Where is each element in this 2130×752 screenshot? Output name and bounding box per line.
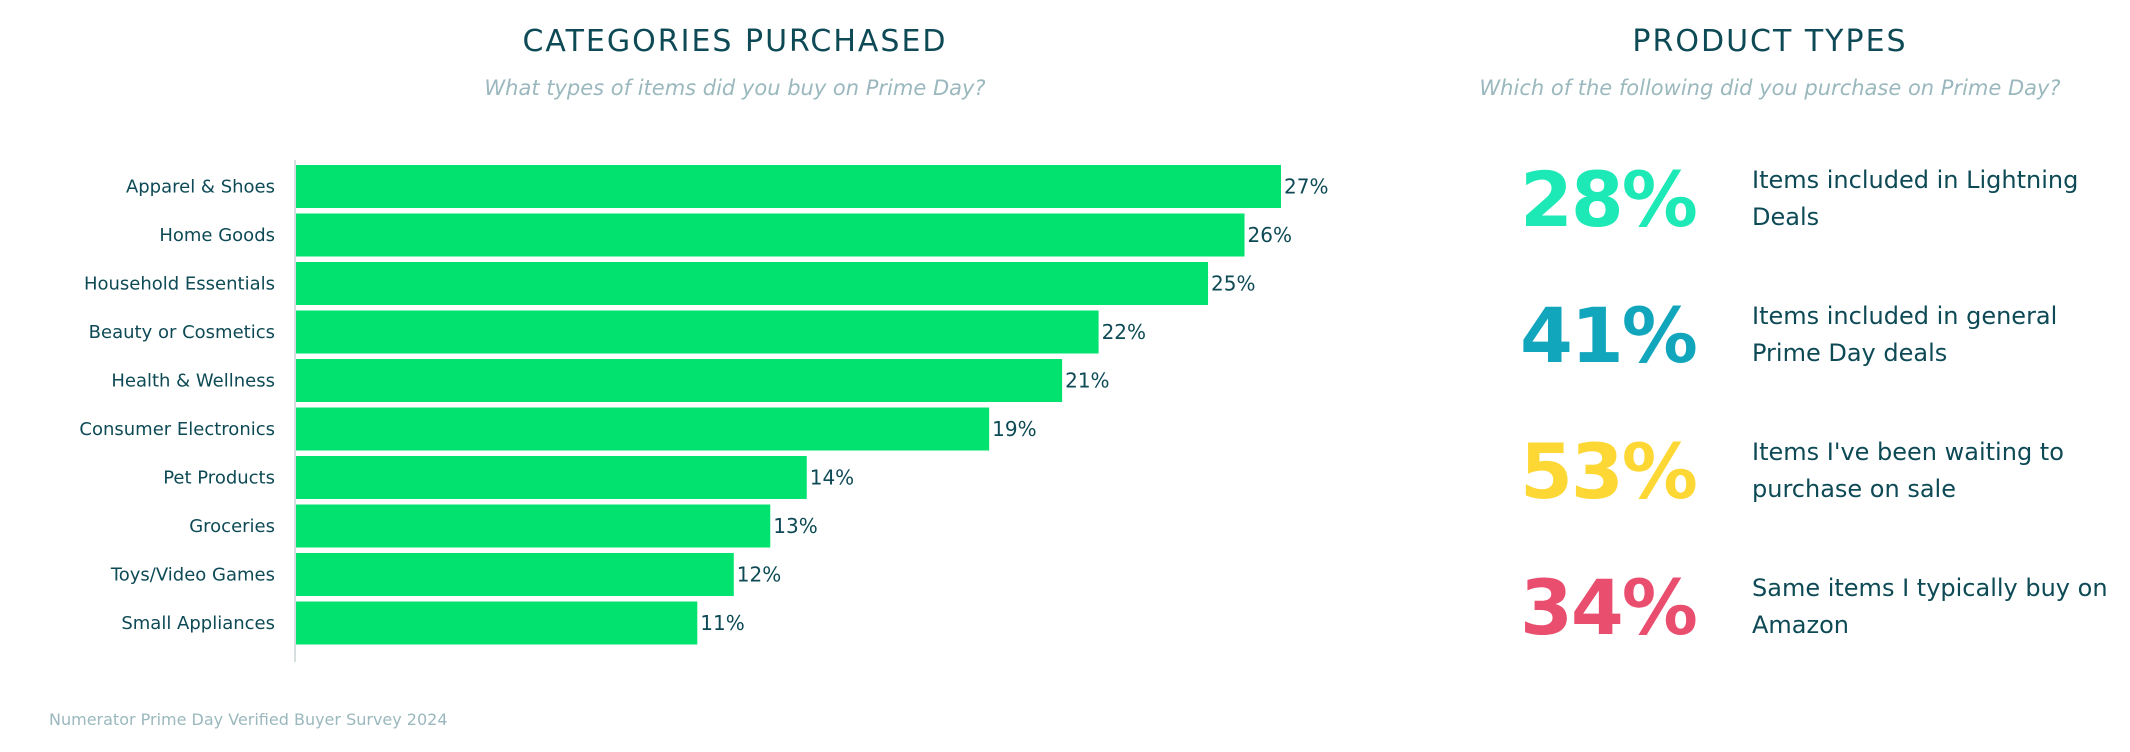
category-label-home-goods: Home Goods xyxy=(159,225,275,246)
bar-apparel-shoes xyxy=(296,165,1281,208)
stat-row-typical-amazon: 34% Same items I typically buy on Amazon xyxy=(1500,558,2120,658)
categories-chart-subtitle: What types of items did you buy on Prime… xyxy=(484,76,986,100)
stat-row-lightning-deals: 28% Items included in Lightning Deals xyxy=(1500,150,2120,250)
category-label-beauty-or-cosmetics: Beauty or Cosmetics xyxy=(89,322,275,343)
category-label-groceries: Groceries xyxy=(189,516,275,537)
categories-bar-chart: Apparel & Shoes 27% Home Goods 26% Household… xyxy=(79,160,1328,662)
value-label-small-appliances: 11% xyxy=(700,611,744,635)
category-label-small-appliances: Small Appliances xyxy=(121,613,275,634)
stat-row-general-deals: 41% Items included in general Prime Day … xyxy=(1500,286,2120,386)
bar-beauty-or-cosmetics xyxy=(296,310,1099,354)
bar-pet-products xyxy=(296,456,807,499)
category-label-apparel-shoes: Apparel & Shoes xyxy=(126,177,275,198)
stat-value-typical-amazon: 34% xyxy=(1520,563,1698,652)
value-label-consumer-electronics: 19% xyxy=(992,417,1036,441)
stat-value-waiting-on-sale: 53% xyxy=(1520,427,1698,516)
bar-toys-video-games xyxy=(296,553,734,596)
value-label-beauty-or-cosmetics: 22% xyxy=(1102,320,1146,344)
value-label-groceries: 13% xyxy=(773,514,817,538)
bar-home-goods xyxy=(296,213,1245,257)
stat-label-lightning-deals: Items included in Lightning Deals xyxy=(1752,166,2079,231)
bar-health-wellness xyxy=(296,359,1063,402)
category-label-toys-video-games: Toys/Video Games xyxy=(110,565,275,586)
source-note: Numerator Prime Day Verified Buyer Surve… xyxy=(49,710,448,729)
bar-small-appliances xyxy=(296,601,698,645)
category-label-household-essentials: Household Essentials xyxy=(84,274,275,295)
stat-row-waiting-on-sale: 53% Items I've been waiting to purchase … xyxy=(1500,422,2120,522)
stat-label-general-deals: Items included in general Prime Day deal… xyxy=(1752,302,2058,367)
category-label-consumer-electronics: Consumer Electronics xyxy=(79,419,275,440)
value-label-apparel-shoes: 27% xyxy=(1284,175,1328,199)
categories-chart-title: CATEGORIES PURCHASED xyxy=(522,24,948,59)
value-label-pet-products: 14% xyxy=(810,466,854,490)
stat-label-waiting-on-sale: Items I've been waiting to purchase on s… xyxy=(1752,438,2064,503)
stat-value-lightning-deals: 28% xyxy=(1520,155,1698,244)
product-types-subtitle: Which of the following did you purchase … xyxy=(1479,76,2061,100)
value-label-toys-video-games: 12% xyxy=(737,563,781,587)
bar-groceries xyxy=(296,504,771,548)
category-label-health-wellness: Health & Wellness xyxy=(111,371,275,392)
stat-label-typical-amazon: Same items I typically buy on Amazon xyxy=(1752,574,2108,639)
bar-household-essentials xyxy=(296,262,1209,305)
value-label-household-essentials: 25% xyxy=(1211,272,1255,296)
bar-consumer-electronics xyxy=(296,407,990,451)
value-label-home-goods: 26% xyxy=(1248,223,1292,247)
category-label-pet-products: Pet Products xyxy=(163,468,275,489)
value-label-health-wellness: 21% xyxy=(1065,369,1109,393)
product-types-title: PRODUCT TYPES xyxy=(1632,24,1908,59)
stat-value-general-deals: 41% xyxy=(1520,291,1698,380)
